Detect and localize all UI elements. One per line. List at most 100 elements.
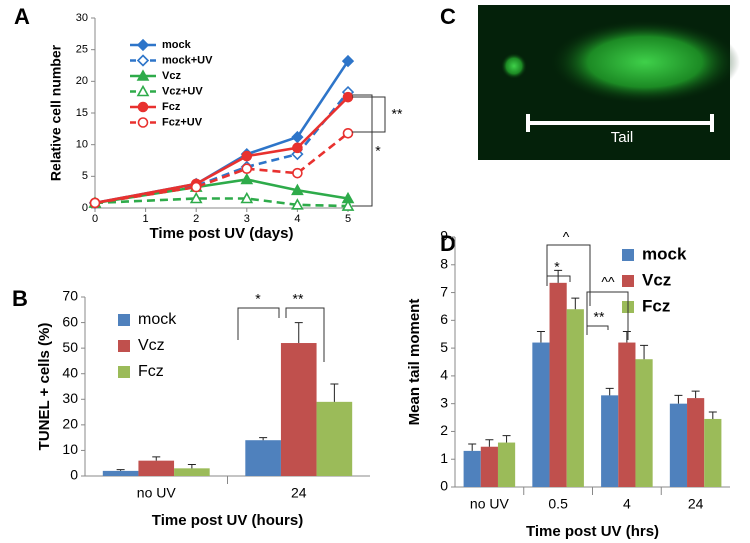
comet-tail [550,20,740,104]
data-point [291,198,304,210]
y-tick-label: 20 [62,416,78,432]
data-point [292,142,303,154]
error-bar [259,437,268,441]
legend-label: Fcz [642,296,670,315]
y-tick-label: 6 [440,311,448,327]
legend-label: Vcz [138,337,165,354]
error-bar [640,344,649,360]
legend-swatch [118,366,130,378]
y-axis-label: Mean tail moment [406,299,423,426]
error-bar [187,463,196,469]
y-tick-label: 10 [76,139,88,151]
data-point [240,191,254,204]
panel-letter: C [440,4,456,29]
data-point [240,172,254,185]
annotation: ** [293,291,304,307]
data-point [291,183,304,196]
x-axis-label: Time post UV (days) [150,225,294,242]
x-tick-label: 4 [623,496,631,512]
y-tick-label: 1 [440,450,448,466]
error-bar [468,443,477,451]
error-bar [708,411,717,419]
series-line [94,60,350,205]
data-point [342,127,354,139]
x-tick-label: 0 [92,213,98,225]
series-line [94,178,349,205]
bar [463,450,481,487]
legend-swatch [622,249,634,261]
y-tick-label: 0 [440,478,448,494]
data-point [292,167,303,179]
legend-marker [136,54,150,67]
tail-scale [526,114,714,132]
x-tick-label: 1 [143,213,149,225]
x-tick-label: 24 [291,485,307,501]
y-tick-label: 30 [76,12,88,24]
data-point [241,150,253,162]
x-tick-label: no UV [137,485,177,501]
y-tick-label: 5 [440,339,448,355]
legend-label: mock [162,39,192,51]
y-tick-label: 60 [62,313,78,329]
data-point [89,197,101,209]
bracket [352,96,386,133]
legend-label: Vcz [162,70,181,82]
bar [532,342,550,487]
y-tick-label: 9 [440,228,448,244]
error-bar [330,383,339,402]
error-bar [691,390,700,399]
x-tick-label: 5 [345,213,351,225]
error-bar [116,469,125,471]
bar [635,359,653,487]
data-point [341,199,355,211]
error-bar [571,297,580,310]
bar [549,282,567,487]
bar [566,309,584,487]
annotation: ^ [563,229,570,245]
error-bar [485,439,494,447]
series-line [94,91,350,205]
x-tick-label: 2 [193,213,199,225]
annotation: ** [594,309,605,325]
bar [704,418,722,487]
x-axis-label: Time post UV (hrs) [526,523,659,540]
error-bar [152,456,161,461]
error-bar [502,435,511,443]
error-bar [536,330,545,343]
y-tick-label: 2 [440,422,448,438]
comet-head [501,53,527,79]
legend-label: mock [642,244,687,263]
series-line [94,96,349,205]
bar [102,470,139,476]
annotation: ** [392,106,403,122]
legend-swatch [118,314,130,326]
y-tick-label: 8 [440,255,448,271]
bracket [352,94,373,207]
y-tick-label: 5 [82,170,88,182]
bar [280,343,317,476]
bar [316,401,353,476]
error-bar [294,322,303,344]
legend-label: Vcz [642,270,671,289]
bar [601,395,619,487]
bracket [237,307,280,340]
y-tick-label: 15 [76,107,88,119]
y-tick-label: 10 [62,441,78,457]
legend-swatch [622,275,634,287]
annotation: * [554,259,560,275]
annotation: ^^ [601,274,615,290]
bar [669,403,688,487]
bar [497,442,516,487]
y-axis-label: TUNEL + cells (%) [36,323,53,451]
data-point [241,163,253,175]
legend-label: Fcz+UV [162,116,203,128]
annotation: * [375,143,381,159]
data-point [342,91,354,103]
legend-marker [137,101,149,113]
legend-marker [137,117,149,128]
tail-label: Tail [611,129,634,146]
x-tick-label: 24 [688,496,704,512]
series-line [94,197,349,208]
data-point [190,181,202,193]
